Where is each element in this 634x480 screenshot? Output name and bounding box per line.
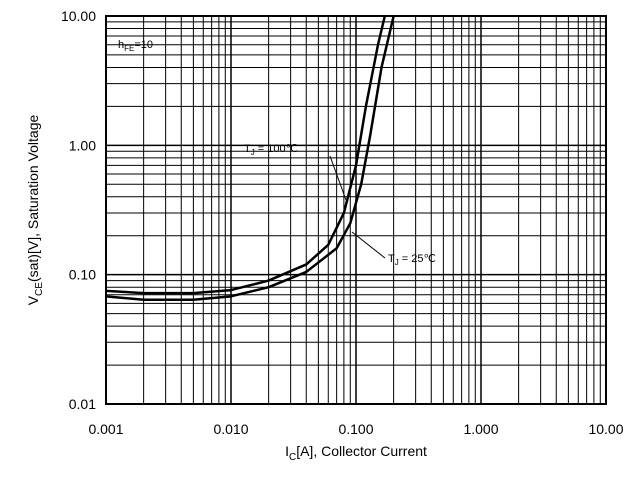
y-tick-label: 0.01 <box>69 396 96 412</box>
x-tick-label: 0.001 <box>88 421 123 437</box>
grid <box>105 15 607 405</box>
plot-frame <box>105 15 607 405</box>
y-tick-label: 1.00 <box>69 137 96 153</box>
x-axis-label: IC[A], Collector Current <box>285 443 427 463</box>
x-tick-label: 0.010 <box>213 421 248 437</box>
series-line <box>105 15 387 295</box>
y-tick-label: 0.10 <box>69 267 96 283</box>
x-tick-label: 10.00 <box>588 421 623 437</box>
curves <box>105 15 395 301</box>
leader-line <box>351 231 386 259</box>
y-axis-label: VCE(sat)[V], Saturation Voltage <box>25 115 45 306</box>
leader-line <box>329 155 347 201</box>
annotation: TJ = 25℃ <box>388 253 436 267</box>
y-tick-label: 10.00 <box>61 8 96 24</box>
annotation: TJ = 100℃ <box>244 143 298 157</box>
annotation: hFE=10 <box>118 39 153 53</box>
x-tick-label: 0.100 <box>338 421 373 437</box>
series-line <box>105 15 395 301</box>
x-tick-label: 1.000 <box>463 421 498 437</box>
